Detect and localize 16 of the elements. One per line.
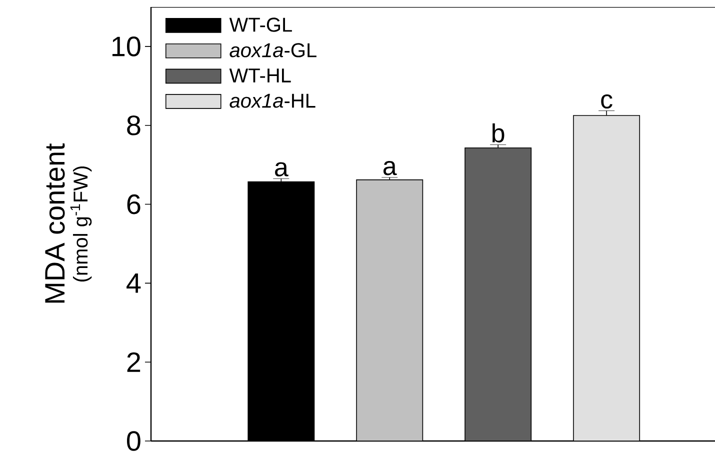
data-label: c [601, 94, 612, 109]
y-tick-label: 4 [126, 274, 141, 293]
y-tick-label: 8 [127, 115, 140, 136]
y-tick-label: 10 [112, 36, 140, 56]
legend-label: aox1a-GL [230, 43, 316, 58]
y-tick-label: 2 [127, 352, 140, 372]
y-axis-title: MDA content [45, 143, 65, 303]
data-label: a [383, 161, 397, 176]
data-label: a [275, 162, 288, 176]
text: (nmol g$^{-1}$FW) [70, 166, 92, 282]
legend-label: WT-GL [229, 18, 292, 32]
legend-label: WT-HL [229, 68, 291, 82]
y-tick-label: 6 [127, 194, 140, 214]
data-label: b [492, 123, 504, 142]
y-tick-label: 0 [127, 431, 140, 451]
legend-label: aox1a-HL [230, 94, 316, 108]
